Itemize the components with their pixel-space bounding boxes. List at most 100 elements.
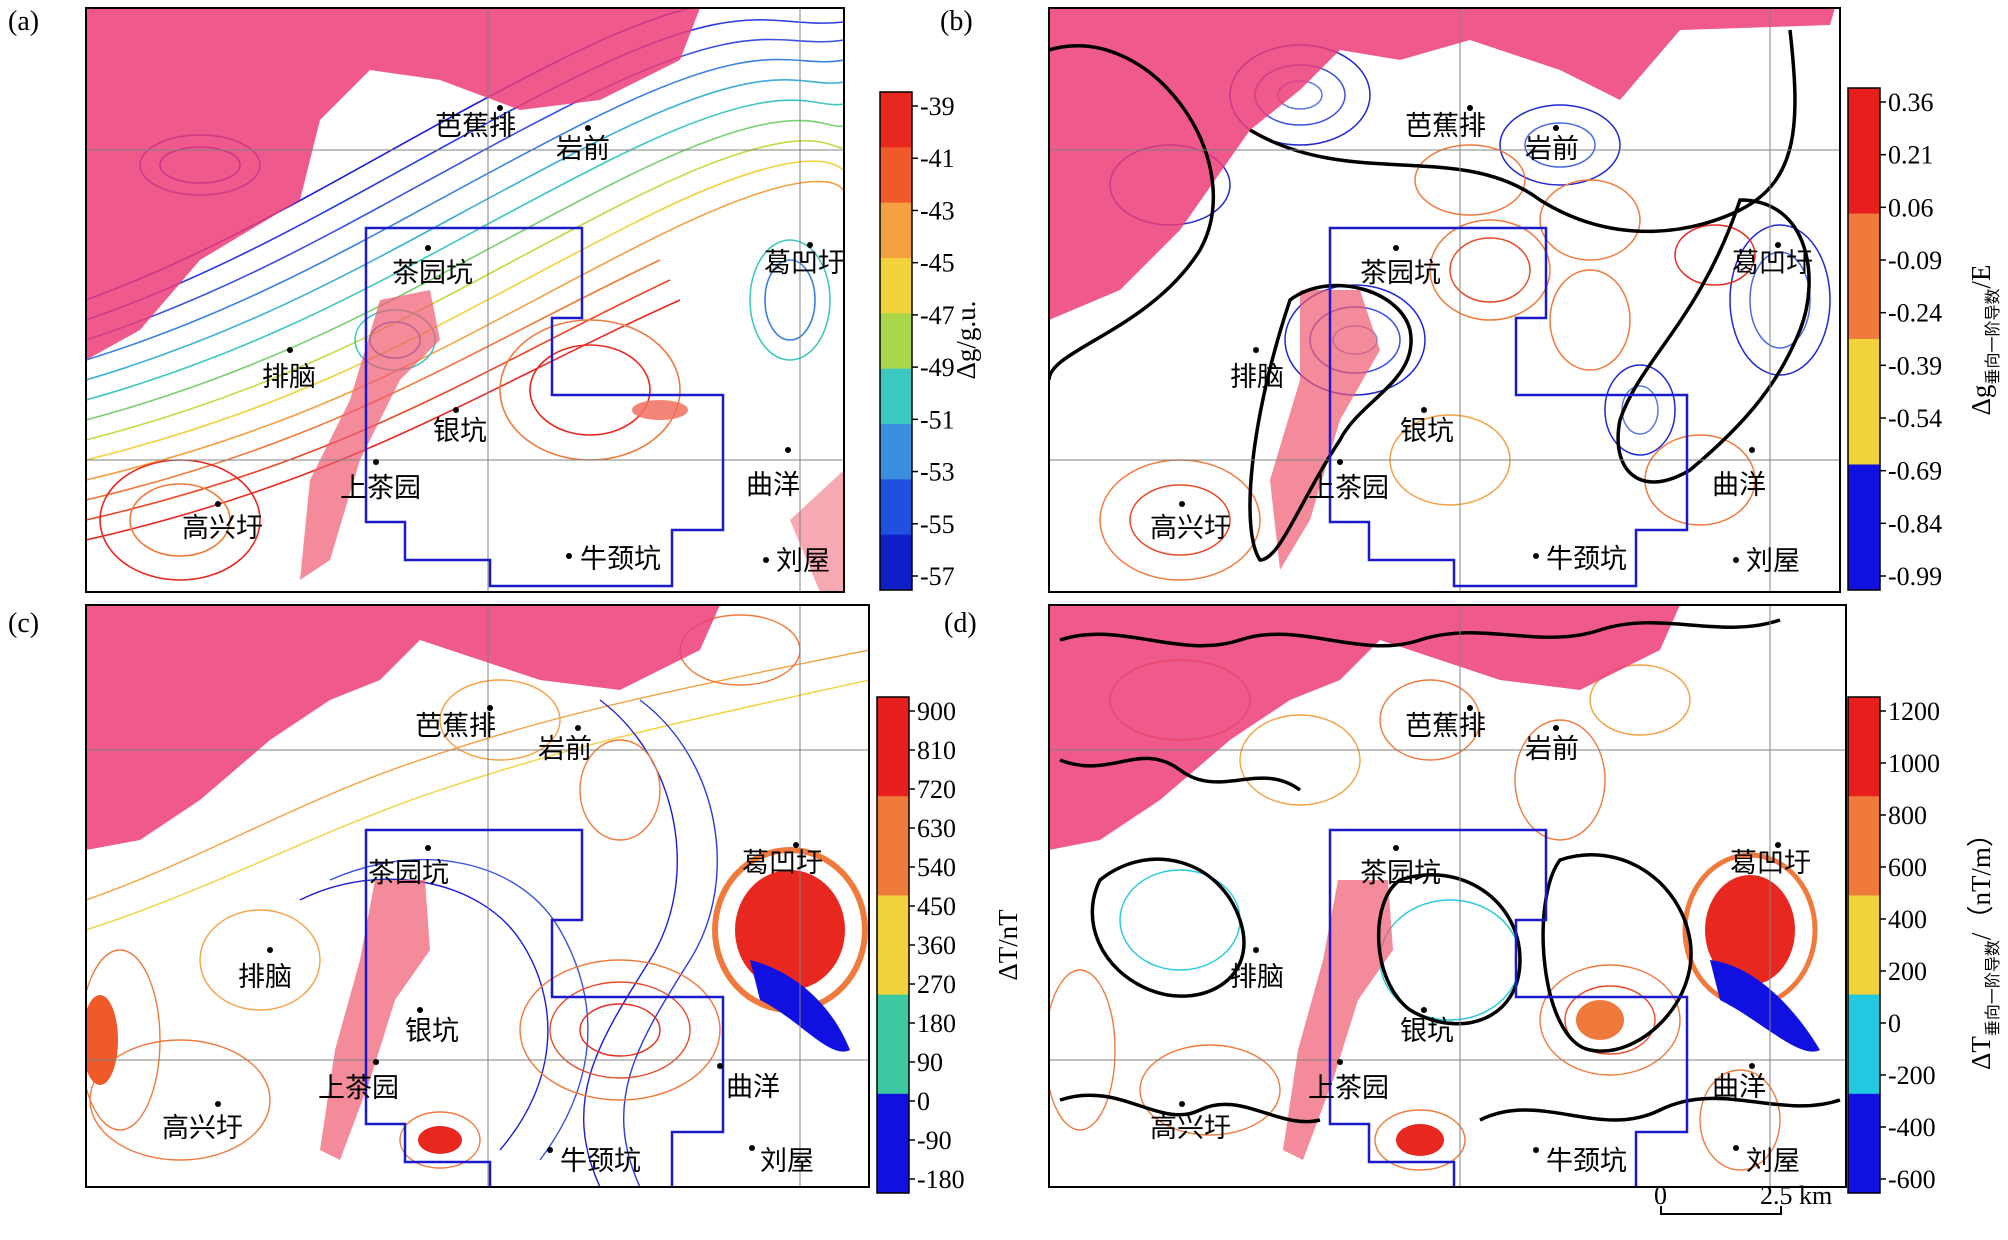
scale-end: 2.5 km bbox=[1760, 1181, 1832, 1210]
colorbar-tick-label: 720 bbox=[917, 775, 956, 804]
panel-a: (a) bbox=[8, 6, 981, 593]
colorbar-segment bbox=[880, 479, 912, 536]
place-label: 刘屋 bbox=[1746, 546, 1800, 577]
place-labels: 芭蕉排 岩前 葛凹圩 茶园坑 排脑 银坑 上茶园 曲洋 高兴圩 牛颈坑 刘屋 bbox=[182, 105, 845, 577]
study-area-boundary bbox=[1328, 828, 1689, 1187]
place-label: 排脑 bbox=[238, 962, 292, 993]
colorbar-ticks: 0.36 0.21 0.06 -0.09 -0.24 -0.39 -0.54 -0.69 -0.… bbox=[1880, 88, 1942, 591]
colorbar-tick-label: 200 bbox=[1888, 957, 1927, 986]
place-labels: 芭蕉排 岩前 葛凹圩 茶园坑 排脑 银坑 上茶园 曲洋 高兴圩 牛颈坑 刘屋 bbox=[1150, 705, 1811, 1177]
scale-bar: 0 2.5 km bbox=[1654, 1181, 1832, 1215]
colorbar-unit: Δg/g.u. bbox=[951, 301, 981, 380]
colorbar-tick-label: 800 bbox=[1888, 801, 1927, 830]
place-label: 上茶园 bbox=[1308, 1073, 1389, 1104]
place-label: 葛凹圩 bbox=[1732, 248, 1813, 279]
colorbar-tick-label: 810 bbox=[917, 736, 956, 765]
place-label: 银坑 bbox=[433, 416, 487, 447]
colorbar-tick-label: 0.06 bbox=[1888, 193, 1934, 222]
colorbar-tick-label: 630 bbox=[917, 814, 956, 843]
zero-contour bbox=[1059, 618, 1841, 1124]
colorbar-tick-label: -400 bbox=[1888, 1113, 1936, 1142]
colorbar-segment bbox=[877, 895, 909, 996]
colorbar-tick-label: -49 bbox=[920, 353, 955, 382]
place-label: 岩前 bbox=[1525, 134, 1579, 165]
map-frame bbox=[85, 604, 870, 1188]
place-label: 牛颈坑 bbox=[1546, 544, 1627, 575]
colorbar-tick-label: -45 bbox=[920, 249, 955, 278]
study-area-boundary bbox=[364, 226, 725, 588]
place-label: 曲洋 bbox=[1712, 470, 1766, 501]
panel-label: (d) bbox=[944, 608, 977, 639]
colorbar-segment bbox=[880, 202, 912, 259]
colorbar-a: -39 -41 -43 -45 -47 -49 -51 -53 -55 -57 Δg/g.u. bbox=[879, 91, 981, 591]
place-label: 葛凹圩 bbox=[1730, 848, 1811, 879]
magnetic-high bbox=[735, 870, 845, 990]
panel-c: (c) bbox=[8, 604, 1023, 1194]
colorbar-tick-label: 0.21 bbox=[1888, 141, 1934, 170]
colorbar-tick-label: -0.84 bbox=[1888, 509, 1942, 538]
colorbar-tick-label: -57 bbox=[920, 562, 955, 591]
grid bbox=[1049, 605, 1846, 1187]
colorbar-fill bbox=[880, 92, 912, 591]
colorbar-tick-label: 90 bbox=[917, 1048, 943, 1077]
place-label: 芭蕉排 bbox=[435, 111, 516, 142]
colorbar-segment bbox=[877, 796, 909, 896]
place-label: 高兴圩 bbox=[182, 513, 263, 544]
colorbar-tick-label: -600 bbox=[1888, 1165, 1936, 1194]
map-body bbox=[1049, 8, 1840, 592]
place-label: 茶园坑 bbox=[1360, 258, 1441, 289]
colorbar-unit: ΔT/nT bbox=[993, 909, 1023, 981]
colorbar-tick-label: 1000 bbox=[1888, 749, 1940, 778]
place-label: 银坑 bbox=[405, 1016, 459, 1047]
colorbar-segment bbox=[1848, 464, 1880, 591]
colorbar-tick-label: -0.24 bbox=[1888, 299, 1942, 328]
colorbar-fill bbox=[1848, 697, 1880, 1194]
place-label: 芭蕉排 bbox=[1405, 711, 1486, 742]
colorbar-fill bbox=[1848, 88, 1880, 591]
grid bbox=[86, 8, 844, 592]
colorbar-segment bbox=[877, 697, 909, 797]
panel-b: (b) bbox=[940, 6, 2002, 593]
colorbar-tick-label: -0.39 bbox=[1888, 351, 1942, 380]
colorbar-d: 1200 1000 800 600 400 200 0 -200 -400 -600 ΔT垂向一阶… bbox=[1847, 696, 2002, 1194]
map-frame bbox=[1048, 604, 1847, 1188]
colorbar-ticks: -39 -41 -43 -45 -47 -49 -51 -53 -55 -57 bbox=[912, 92, 955, 591]
colorbar-segment bbox=[880, 258, 912, 314]
unit-main: ΔT bbox=[1966, 1036, 1996, 1070]
place-label: 上茶园 bbox=[318, 1073, 399, 1104]
place-label: 茶园坑 bbox=[368, 858, 449, 889]
place-label: 刘屋 bbox=[760, 1146, 814, 1177]
unit-subscript: 垂向一阶导数 bbox=[1984, 940, 2002, 1036]
place-label: 高兴圩 bbox=[1150, 513, 1231, 544]
scale-start: 0 bbox=[1654, 1181, 1667, 1210]
place-label: 岩前 bbox=[1525, 734, 1579, 765]
colorbar-tick-label: -39 bbox=[920, 92, 955, 121]
place-label: 牛颈坑 bbox=[1546, 1146, 1627, 1177]
place-label: 葛凹圩 bbox=[742, 848, 823, 879]
place-label: 上茶园 bbox=[340, 473, 421, 504]
place-label: 排脑 bbox=[262, 362, 316, 393]
unit-tail: /E bbox=[1966, 265, 1996, 289]
colorbar-segment bbox=[880, 313, 912, 370]
grid bbox=[1049, 8, 1840, 592]
colorbar-tick-label: -0.09 bbox=[1888, 246, 1942, 275]
colorbar-segment bbox=[1848, 895, 1880, 996]
granite-overlay bbox=[1049, 605, 1680, 1160]
gradient-high bbox=[1705, 875, 1795, 985]
colorbar-tick-label: -47 bbox=[920, 301, 955, 330]
colorbar-segment bbox=[880, 368, 912, 425]
grid bbox=[86, 605, 869, 1187]
colorbar-tick-label: 600 bbox=[1888, 853, 1927, 882]
colorbar-tick-label: -180 bbox=[917, 1165, 965, 1194]
panel-d: (d) bbox=[944, 604, 2002, 1194]
colorbar-tick-label: -51 bbox=[920, 405, 955, 434]
colorbar-segment bbox=[1848, 697, 1880, 797]
place-label: 岩前 bbox=[538, 734, 592, 765]
place-label: 刘屋 bbox=[776, 546, 830, 577]
place-label: 牛颈坑 bbox=[560, 1146, 641, 1177]
colorbar-fill bbox=[877, 697, 909, 1194]
colorbar-unit: ΔT垂向一阶导数/（nT/m） bbox=[1966, 820, 2002, 1070]
place-labels: 芭蕉排 岩前 葛凹圩 茶园坑 排脑 银坑 上茶园 曲洋 高兴圩 牛颈坑 刘屋 bbox=[162, 705, 823, 1177]
place-label: 银坑 bbox=[1400, 1016, 1454, 1047]
